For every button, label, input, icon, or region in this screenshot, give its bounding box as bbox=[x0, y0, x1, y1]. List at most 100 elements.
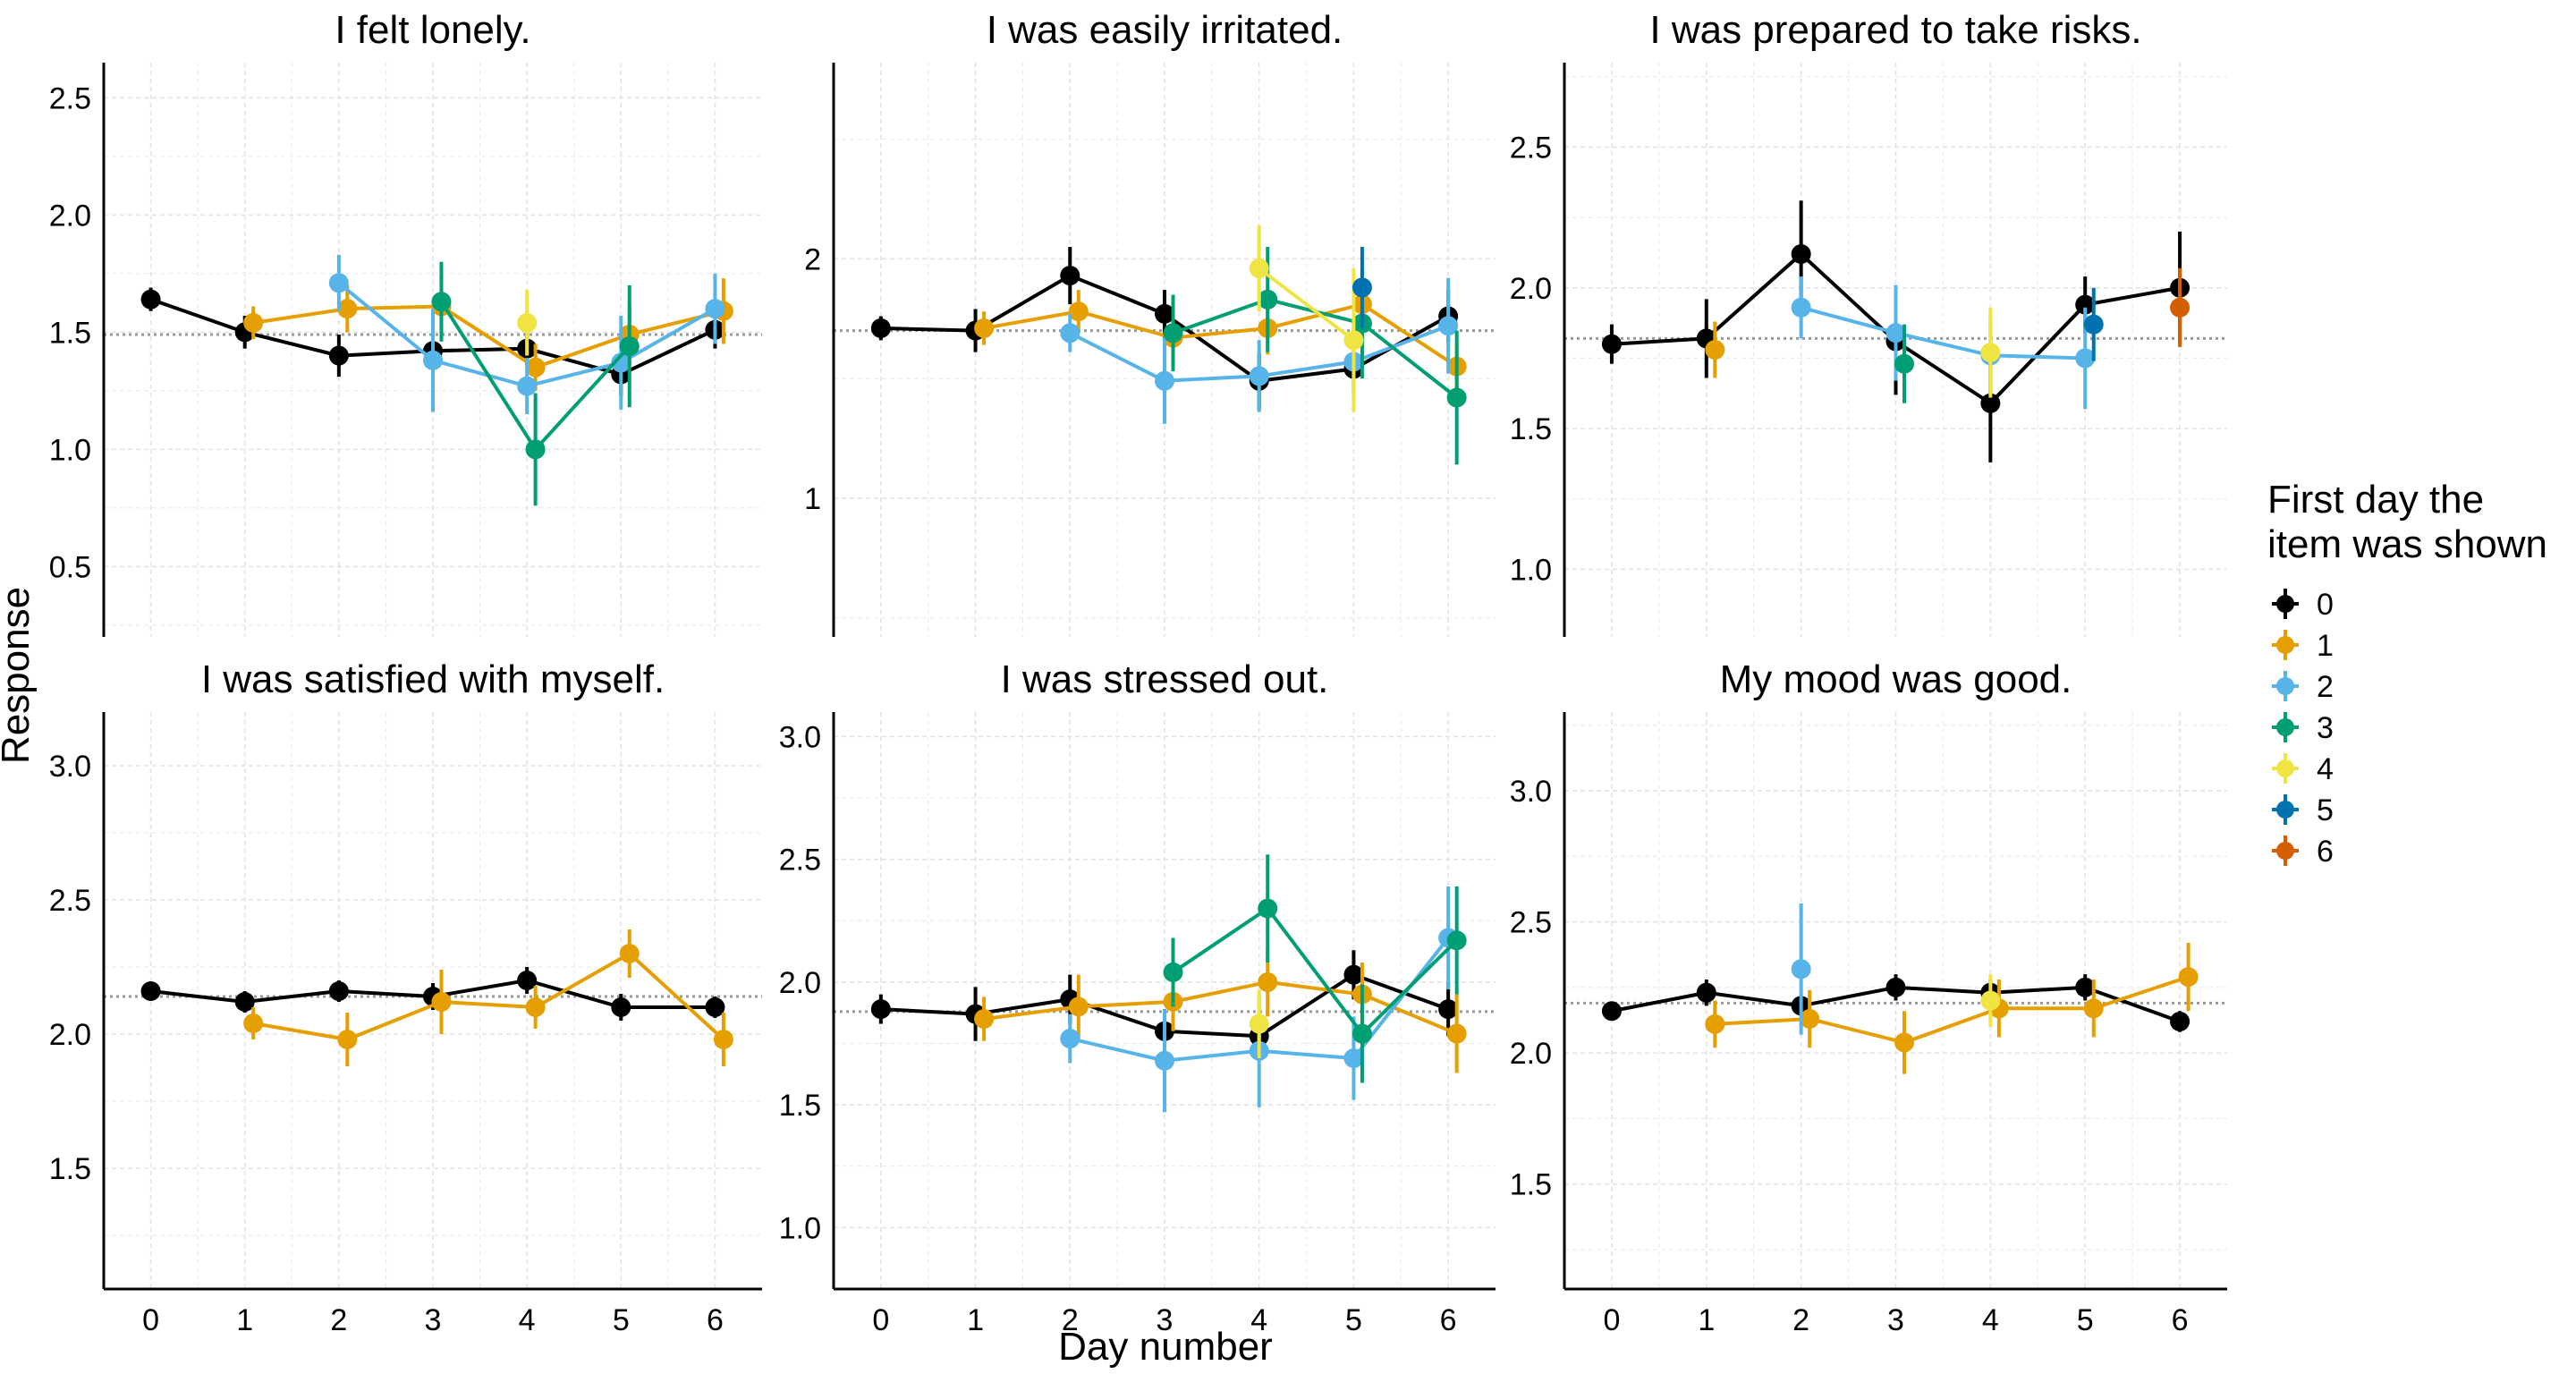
data-point bbox=[1894, 1032, 1915, 1053]
data-point bbox=[1705, 340, 1725, 360]
data-point bbox=[1791, 297, 1811, 318]
data-point bbox=[1885, 323, 1906, 344]
x-tick-label: 3 bbox=[1887, 1303, 1904, 1337]
y-tick-label: 1.5 bbox=[49, 316, 91, 350]
data-point bbox=[337, 1030, 358, 1049]
panel-title: My mood was good. bbox=[1720, 657, 2072, 701]
legend-entry-6: 6 bbox=[2272, 835, 2334, 869]
grid bbox=[834, 63, 1496, 637]
data-point bbox=[1885, 977, 1906, 997]
legend-title-line-1: First day the bbox=[2267, 478, 2484, 522]
x-tick-label: 2 bbox=[330, 1303, 347, 1337]
series-5 bbox=[2083, 287, 2104, 361]
y-tick-label: 2.5 bbox=[49, 81, 91, 115]
data-point bbox=[525, 357, 546, 377]
data-point bbox=[525, 439, 546, 460]
panel-6: 1.5 2.0 2.5 3.0 0 1 2 3 4 5 6 My mood was good. bbox=[1510, 657, 2227, 1337]
y-tick-label: 1.5 bbox=[779, 1089, 821, 1123]
data-point bbox=[1791, 244, 1811, 264]
legend-label: 3 bbox=[2317, 711, 2334, 745]
x-tick-label: 1 bbox=[236, 1303, 253, 1337]
data-point bbox=[1155, 1050, 1174, 1071]
series-1 bbox=[1705, 321, 1725, 378]
x-tick-label: 5 bbox=[1345, 1303, 1362, 1337]
legend-entry-0: 0 bbox=[2272, 588, 2334, 622]
data-point bbox=[1249, 366, 1269, 386]
data-point bbox=[1980, 393, 2001, 413]
y-tick-label: 1.0 bbox=[1510, 553, 1552, 587]
legend-entry-4: 4 bbox=[2272, 752, 2334, 786]
series-4 bbox=[517, 290, 538, 356]
data-point bbox=[1438, 999, 1459, 1020]
legend-label: 2 bbox=[2317, 670, 2334, 704]
x-tick-label: 6 bbox=[1440, 1303, 1457, 1337]
x-tick-label: 2 bbox=[1792, 1303, 1809, 1337]
series-2 bbox=[1791, 903, 1811, 1035]
panel-4: 1.5 2.0 2.5 3.0 0 1 2 3 4 5 6 I was satisfied with … bbox=[49, 657, 762, 1337]
legend-key-point bbox=[2276, 595, 2294, 613]
data-point bbox=[1601, 1001, 1622, 1022]
y-tick-label: 3.0 bbox=[1510, 775, 1552, 809]
y-tick-label: 2.5 bbox=[49, 884, 91, 918]
data-point bbox=[1800, 1009, 1820, 1030]
series-3 bbox=[1163, 246, 1467, 465]
data-point bbox=[328, 981, 349, 1001]
data-point bbox=[1352, 277, 1372, 298]
panel-title: I was easily irritated. bbox=[987, 8, 1343, 52]
legend: First day the item was shown 0 1 2 3 4 5 6 bbox=[2267, 478, 2547, 869]
series-3 bbox=[1163, 854, 1467, 1083]
series-4 bbox=[1980, 307, 2001, 398]
x-tick-label: 5 bbox=[2077, 1303, 2094, 1337]
data-point bbox=[1438, 316, 1459, 336]
data-point bbox=[517, 971, 538, 990]
x-tick-label: 0 bbox=[872, 1303, 889, 1337]
series-line bbox=[252, 304, 724, 369]
y-tick-label: 0.5 bbox=[49, 550, 91, 584]
series-line bbox=[1258, 267, 1355, 342]
series-1 bbox=[243, 929, 733, 1066]
data-point bbox=[974, 318, 995, 338]
x-tick-label: 5 bbox=[613, 1303, 630, 1337]
data-point bbox=[1060, 266, 1080, 286]
data-point bbox=[1705, 1014, 1725, 1034]
y-tick-label: 3.0 bbox=[49, 750, 91, 784]
data-point bbox=[243, 1014, 264, 1033]
x-tick-label: 6 bbox=[707, 1303, 724, 1337]
data-point bbox=[2075, 977, 2096, 997]
data-point bbox=[1352, 1023, 1372, 1044]
data-point bbox=[1249, 1014, 1269, 1034]
series-3 bbox=[431, 261, 640, 506]
x-tick-label: 0 bbox=[1603, 1303, 1620, 1337]
x-tick-label: 4 bbox=[519, 1303, 536, 1337]
data-point bbox=[870, 999, 891, 1020]
series-1 bbox=[974, 280, 1467, 391]
y-tick-label: 2.5 bbox=[1510, 906, 1552, 940]
series-line bbox=[983, 302, 1458, 369]
series-line bbox=[1715, 975, 2190, 1045]
data-point bbox=[2075, 348, 2096, 369]
data-point bbox=[1791, 959, 1811, 980]
data-point bbox=[1163, 323, 1183, 344]
y-tick-label: 1.5 bbox=[49, 1152, 91, 1186]
data-point bbox=[1068, 997, 1089, 1017]
series-0 bbox=[140, 967, 725, 1021]
series-4 bbox=[1980, 974, 2001, 1027]
y-tick-label: 2.0 bbox=[1510, 272, 1552, 306]
data-point bbox=[1163, 962, 1183, 982]
data-point bbox=[1446, 387, 1467, 408]
data-point bbox=[1446, 1023, 1467, 1044]
series-line bbox=[1801, 305, 2086, 360]
x-tick-label: 3 bbox=[1157, 1303, 1174, 1337]
legend-label: 5 bbox=[2317, 793, 2334, 827]
series-line bbox=[252, 951, 725, 1042]
data-point bbox=[517, 376, 538, 396]
data-point bbox=[1258, 898, 1278, 919]
x-tick-label: 1 bbox=[967, 1303, 984, 1337]
y-tick-label: 1.5 bbox=[1510, 1168, 1552, 1202]
y-tick-label: 3.0 bbox=[779, 720, 821, 754]
series-2 bbox=[328, 254, 725, 415]
x-axis-title: Day number bbox=[1058, 1325, 1273, 1369]
series-3 bbox=[1894, 324, 1915, 403]
data-point bbox=[1060, 1029, 1080, 1049]
